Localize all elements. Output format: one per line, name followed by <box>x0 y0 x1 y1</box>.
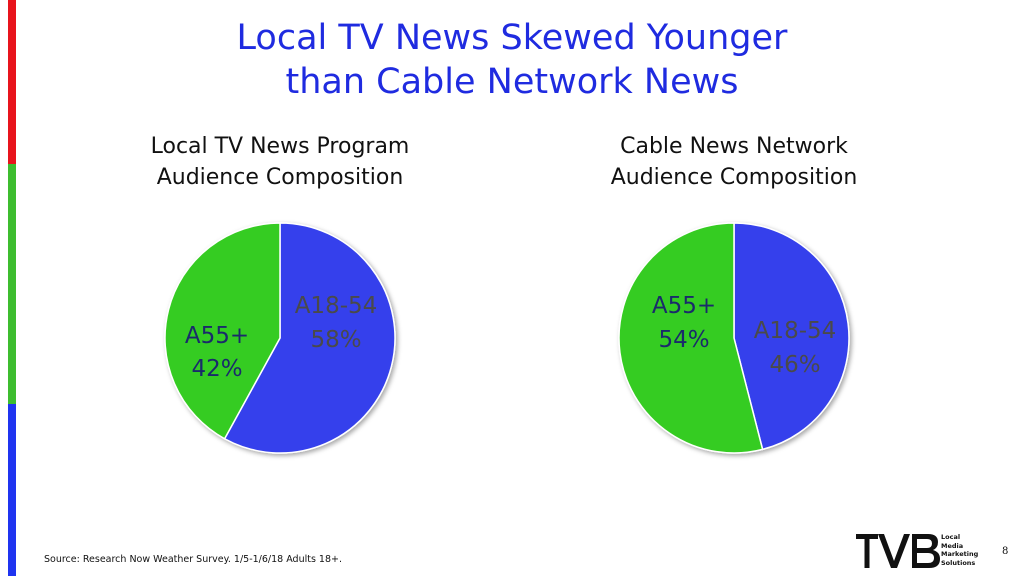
local-chart-title-line2: Audience Composition <box>156 165 404 190</box>
local-label-a55-name: A55+ <box>185 323 249 349</box>
tagline-line3: Marketing <box>941 550 979 558</box>
cable-slice-a18-54 <box>733 222 850 451</box>
slide-title-line2: than Cable Network News <box>285 62 739 102</box>
local-chart-title: Local TV News Program Audience Compositi… <box>120 131 440 193</box>
cable-label-a55-pct: 54% <box>658 327 709 353</box>
cable-chart-title-line1: Cable News Network <box>620 134 848 159</box>
cable-chart-title: Cable News Network Audience Composition <box>574 131 894 193</box>
source-note: Source: Research Now Weather Survey. 1/5… <box>44 554 343 565</box>
cable-chart-title-line2: Audience Composition <box>610 165 858 190</box>
cable-label-a55-name: A55+ <box>652 293 716 319</box>
tagline-line1: Local <box>941 533 961 541</box>
local-chart-title-line1: Local TV News Program <box>150 134 410 159</box>
cable-slice-a55plus <box>618 222 764 454</box>
tagline-line2: Media <box>941 541 964 550</box>
accent-bar-green <box>8 164 16 404</box>
tvb-logo <box>856 534 940 568</box>
cable-pie <box>618 222 850 454</box>
tvb-tagline: Local Media Marketing Solutions <box>941 533 978 567</box>
local-slice-a55plus <box>164 222 281 440</box>
local-pie <box>164 222 396 454</box>
cable-label-a18-54-pct: 46% <box>769 352 820 378</box>
page-number: 8 <box>1002 546 1009 557</box>
accent-bar-blue <box>8 404 16 576</box>
local-slice-a18-54 <box>223 222 396 454</box>
slide-title: Local TV News Skewed Younger than Cable … <box>160 16 864 104</box>
slide-title-line1: Local TV News Skewed Younger <box>236 18 788 58</box>
accent-bar-red <box>8 0 16 164</box>
tagline-line4: Solutions <box>941 558 976 567</box>
local-label-a55-pct: 42% <box>191 356 242 382</box>
cable-label-a18-54-name: A18-54 <box>754 318 837 344</box>
local-label-a18-54-name: A18-54 <box>295 293 378 319</box>
local-label-a18-54-pct: 58% <box>310 327 361 353</box>
